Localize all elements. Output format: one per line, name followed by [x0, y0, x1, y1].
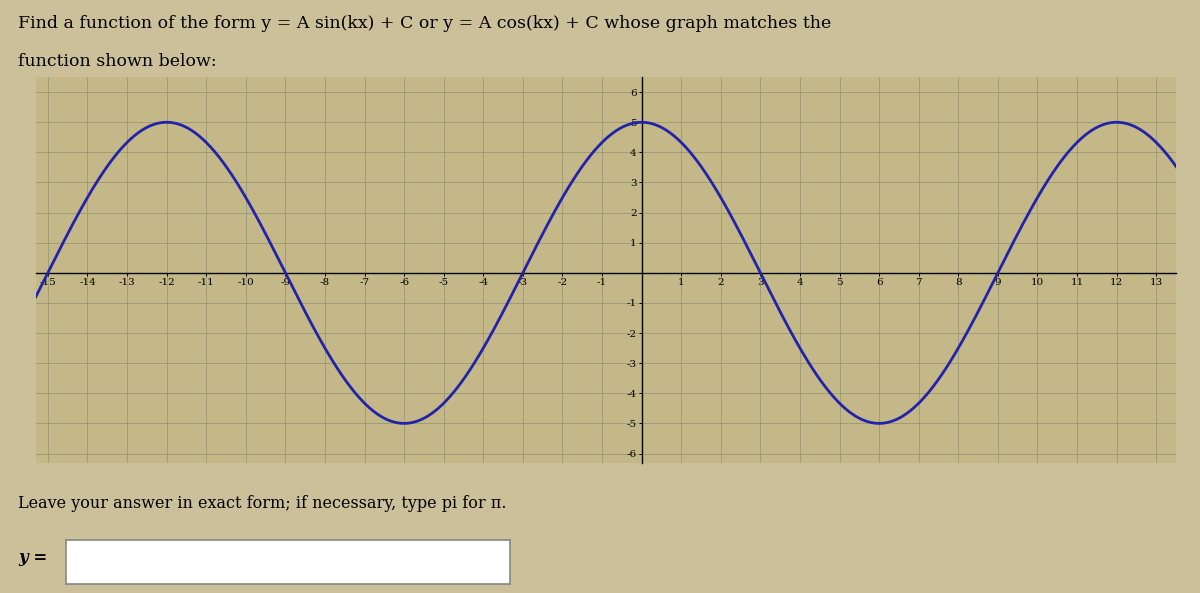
Text: Leave your answer in exact form; if necessary, type pi for π.: Leave your answer in exact form; if nece… — [18, 495, 506, 512]
Text: y =: y = — [18, 549, 47, 566]
Text: Find a function of the form y = A sin(kx) + C or y = A cos(kx) + C whose graph m: Find a function of the form y = A sin(kx… — [18, 15, 832, 32]
Text: function shown below:: function shown below: — [18, 53, 217, 71]
